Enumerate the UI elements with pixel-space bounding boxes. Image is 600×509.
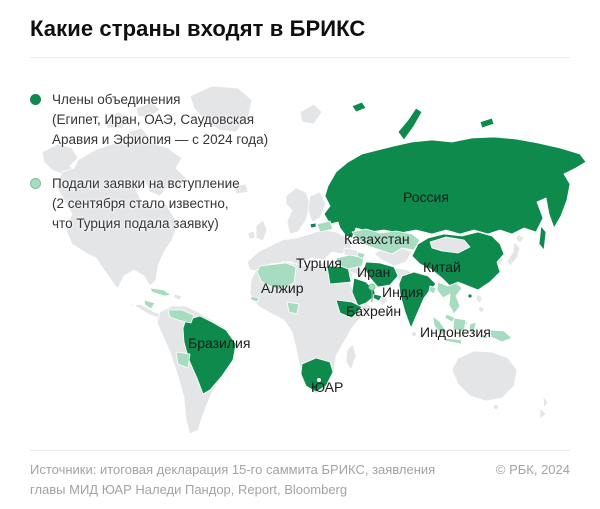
world-map: Россия Казахстан Турция Иран Китай Алжир… [41, 85, 587, 435]
country-bangladesh [428, 285, 437, 295]
footer-sources: Источники: итоговая декларация 15-го сам… [30, 460, 500, 500]
country-india [398, 271, 437, 329]
map-label-china: Китай [423, 259, 461, 275]
map-label-iran: Иран [357, 264, 390, 280]
map-label-bahrain: Бахрейн [346, 303, 401, 319]
country-saudi-arabia [351, 277, 377, 307]
legend-members-line3: Аравия и Эфиопия — с 2024 года) [52, 132, 269, 147]
country-honduras [143, 299, 156, 310]
legend-applicants-line1: Подали заявки на вступление [52, 176, 240, 191]
country-madagascar [345, 343, 357, 371]
map-label-turkey: Турция [296, 255, 342, 271]
country-russia-arctic-island [479, 117, 495, 129]
country-russia-novaya-zemlya [397, 107, 423, 141]
footer-credit: © РБК, 2024 [495, 462, 570, 477]
country-new-zealand [542, 395, 549, 409]
country-ireland [247, 230, 256, 240]
country-south-africa [300, 357, 334, 393]
country-indonesia-borneo [452, 317, 467, 333]
country-cuba [149, 287, 172, 297]
bahrain-callout [368, 283, 376, 302]
country-uae [372, 293, 383, 302]
map-labels: Россия Казахстан Турция Иран Китай Алжир… [188, 189, 491, 395]
country-senegal [250, 295, 260, 303]
legend-members-line2: (Египет, Иран, ОАЭ, Саудовская [52, 112, 255, 127]
legend-members-line1: Члены объединения [52, 92, 181, 107]
country-new-zealand [539, 407, 547, 420]
map-label-kazakhstan: Казахстан [344, 231, 410, 247]
country-egypt [326, 265, 352, 285]
country-iceland [233, 183, 249, 195]
country-kazakhstan [351, 228, 421, 255]
country-indonesia-islands [479, 333, 489, 340]
country-philippines [475, 293, 483, 305]
country-lesotho [317, 378, 321, 382]
arctic-island [103, 111, 131, 129]
country-indonesia-sulawesi [468, 321, 477, 335]
country-uk [255, 219, 268, 242]
map-label-brazil: Бразилия [188, 335, 250, 351]
legend-applicants-line2: (2 сентября стало известно, [52, 196, 229, 211]
legend-item-members: Члены объединения (Египет, Иран, ОАЭ, Са… [30, 90, 298, 150]
country-malaysia [444, 313, 457, 323]
country-africa-base [249, 261, 375, 395]
country-japan [506, 241, 521, 267]
country-russia-kaliningrad [309, 222, 317, 229]
country-scandinavia [285, 187, 311, 235]
country-ethiopia [335, 299, 363, 319]
applicant-countries [143, 220, 513, 369]
bottom-divider [30, 450, 570, 451]
country-venezuela [167, 309, 195, 324]
country-russia [323, 136, 587, 239]
applicant-dot-icon [30, 178, 41, 189]
country-russia-arctic-island [351, 101, 367, 113]
country-tasmania [493, 404, 499, 410]
map-label-south-africa: ЮАР [311, 379, 343, 395]
legend-applicants-line3: что Турция подала заявку) [52, 216, 219, 231]
country-iran [363, 261, 399, 288]
map-label-algeria: Алжир [261, 280, 304, 296]
country-bolivia [175, 351, 191, 369]
country-hispaniola [173, 293, 183, 301]
country-greenland [189, 85, 253, 133]
country-nigeria [286, 301, 300, 315]
footer-sources-line2: главы МИД ЮАР Наледи Пандор, Report, Blo… [30, 482, 348, 497]
country-japan-hokkaido [515, 233, 525, 244]
country-brazil [182, 315, 237, 395]
country-north-america [55, 139, 187, 319]
footer-sources-line1: Источники: итоговая декларация 15-го сам… [30, 462, 436, 477]
country-sri-lanka [411, 331, 417, 337]
country-new-guinea [489, 329, 513, 343]
country-indochina [436, 281, 463, 315]
country-turkey [335, 254, 365, 270]
country-indonesia-java [443, 337, 463, 345]
arctic-island [135, 101, 161, 119]
country-australia [451, 350, 518, 402]
country-finland [307, 191, 327, 223]
page-title: Какие страны входят в БРИКС [30, 16, 366, 41]
country-svalbard [299, 103, 323, 125]
country-hainan [467, 293, 473, 299]
legend-item-applicants: Подали заявки на вступление (2 сентября … [30, 174, 298, 234]
bahrain-dot-icon [368, 283, 376, 291]
member-dot-icon [30, 94, 41, 105]
map-label-russia: Россия [403, 189, 449, 205]
country-azerbaijan [356, 251, 366, 260]
legend: Члены объединения (Египет, Иран, ОАЭ, Са… [30, 90, 298, 258]
country-belarus [316, 220, 334, 233]
country-algeria [256, 262, 297, 291]
map-label-india: Индия [382, 284, 423, 300]
country-mongolia [429, 236, 471, 254]
country-russia-sakhalin [538, 225, 547, 251]
arctic-island [127, 127, 149, 141]
map-label-indonesia: Индонезия [420, 324, 491, 340]
country-indonesia-sumatra [432, 315, 448, 336]
top-divider [30, 57, 570, 58]
country-philippines [477, 305, 486, 314]
member-countries [182, 101, 587, 395]
